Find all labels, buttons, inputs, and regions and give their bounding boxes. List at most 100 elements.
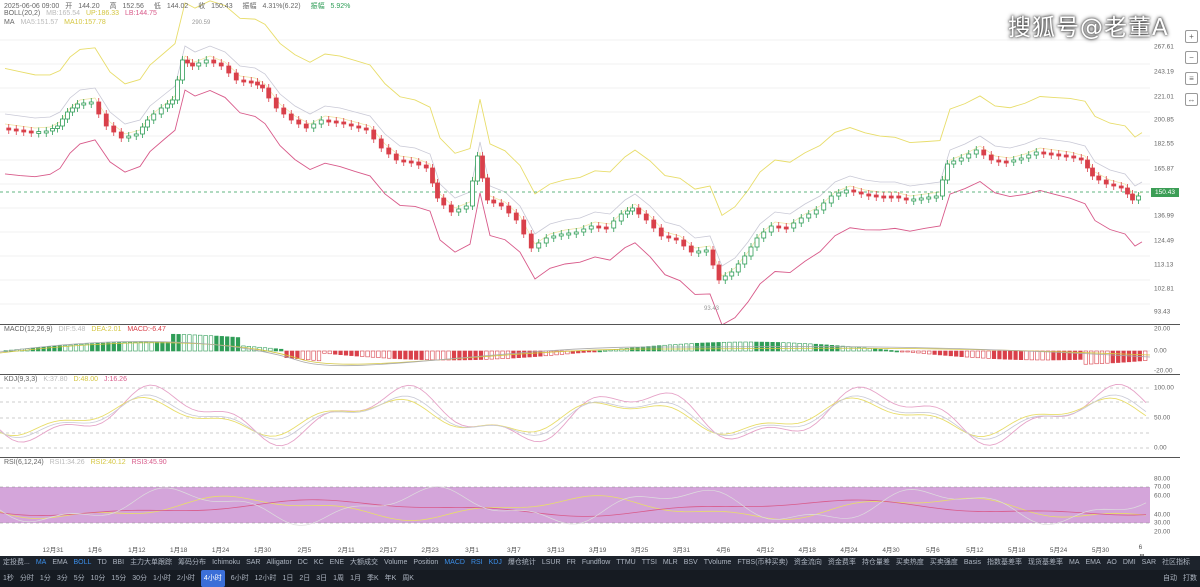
indicator-item[interactable]: BSV (683, 559, 698, 566)
indicator-item[interactable]: 定投费... (3, 559, 30, 566)
ma-legend[interactable]: MA MA5:151.57 MA10:157.78 (4, 19, 110, 26)
interval-item[interactable]: 1小时 (153, 575, 171, 582)
boll-legend[interactable]: BOLL(20,2) MB:165.54 UP:186.33 LB:144.75 (4, 10, 161, 17)
time-tick-label: 4月6 (716, 547, 731, 554)
interval-item[interactable]: 周K (402, 575, 414, 582)
macd-bar (392, 350, 397, 359)
indicator-item[interactable]: Position (413, 559, 439, 566)
indicator-item[interactable]: 指数基差率 (987, 559, 1023, 566)
indicator-item[interactable]: MLR (662, 559, 678, 566)
indicator-item[interactable]: 主力大单跟踪 (130, 559, 173, 566)
interval-item[interactable]: 年K (384, 575, 397, 582)
pane-divider[interactable] (0, 457, 1180, 458)
indicator-item[interactable]: LSUR (541, 559, 561, 566)
interval-item[interactable]: 3分 (56, 575, 68, 582)
macd-pane[interactable] (0, 325, 1150, 374)
candle-body (918, 197, 924, 201)
indicator-item[interactable]: 买卖强度 (929, 559, 958, 566)
settings-icon[interactable]: ≡ (1185, 72, 1198, 85)
indicator-item[interactable]: Ichimoku (212, 559, 241, 566)
indicator-item[interactable]: BOLL (73, 559, 92, 566)
macd-bar (813, 343, 818, 352)
indicator-item[interactable]: SAR (246, 559, 261, 566)
rsi-pane[interactable] (0, 458, 1150, 543)
indicator-item[interactable]: DC (297, 559, 308, 566)
interval-item[interactable]: 12小时 (254, 575, 277, 582)
indicator-item[interactable]: BBI (112, 559, 125, 566)
pane-divider[interactable] (0, 374, 1180, 375)
indicator-item[interactable]: RSI (470, 559, 483, 566)
kdj-pane[interactable] (0, 375, 1150, 457)
candle-body (528, 233, 534, 249)
macd-bar (959, 350, 964, 357)
indicator-item[interactable]: Volume (384, 559, 408, 566)
macd-bar (63, 345, 68, 352)
candle-body (430, 167, 435, 184)
indicator-item[interactable]: AO (1106, 559, 1117, 566)
indicator-item[interactable]: 大额成交 (350, 559, 379, 566)
macd-bar (41, 346, 46, 352)
interval-item[interactable]: 1周 (333, 575, 345, 582)
indicator-item[interactable]: Basis (963, 559, 982, 566)
macd-bar (408, 350, 413, 360)
indicator-item[interactable]: MA (35, 559, 47, 566)
minus-icon[interactable]: − (1185, 51, 1198, 64)
bottom-right-item[interactable]: 自动 (1163, 575, 1177, 582)
indicator-item[interactable]: ENE (329, 559, 345, 566)
indicator-item[interactable]: FR (566, 559, 576, 566)
plus-icon[interactable]: + (1185, 30, 1198, 43)
candle-body (896, 195, 902, 199)
indicator-item[interactable]: 筹码分布 (178, 559, 207, 566)
bottom-right-item[interactable]: 打数 (1183, 575, 1197, 582)
interval-item[interactable]: 30分 (132, 575, 148, 582)
interval-item[interactable]: 15分 (111, 575, 127, 582)
indicator-item[interactable]: 资金流向 (793, 559, 822, 566)
macd-bar (662, 344, 667, 352)
pane-divider[interactable] (0, 324, 1180, 325)
indicator-item[interactable]: 资金费率 (827, 559, 856, 566)
candle-body (401, 159, 407, 163)
indicator-item[interactable]: MACD (444, 559, 465, 566)
candle-body (1085, 159, 1090, 169)
interval-item[interactable]: 5分 (73, 575, 85, 582)
interval-item[interactable]: 1月 (350, 575, 361, 582)
indicator-item[interactable]: Alligator (266, 559, 292, 566)
indicator-item[interactable]: KDJ (488, 559, 502, 566)
expand-icon[interactable]: ↔ (1185, 93, 1198, 106)
indicator-item[interactable]: TVolume (703, 559, 732, 566)
indicator-item[interactable]: TD (97, 559, 107, 566)
indicator-item[interactable]: 爆仓统计 (507, 559, 536, 566)
interval-item[interactable]: 2日 (299, 575, 311, 582)
interval-item[interactable]: 10分 (90, 575, 106, 582)
indicator-item[interactable]: TTMU (616, 559, 636, 566)
indicator-item[interactable]: EMA (1085, 559, 1101, 566)
interval-item[interactable]: 3日 (316, 575, 328, 582)
indicator-item[interactable]: Fundflow (581, 559, 611, 566)
indicator-item[interactable]: TTSI (641, 559, 657, 566)
kdj-legend[interactable]: KDJ(9,3,3) K:37.80 D:48.00 J:16.26 (4, 376, 131, 383)
candle-body (742, 255, 748, 265)
macd-legend[interactable]: MACD(12,26,9) DIF:5.48 DEA:2.01 MACD:-6.… (4, 326, 170, 333)
indicator-item[interactable]: 买卖热度 (895, 559, 924, 566)
rsi-legend[interactable]: RSI(6,12,24) RSI1:34.26 RSI2:40.12 RSI3:… (4, 459, 171, 466)
macd-bar (586, 350, 592, 353)
indicator-item[interactable]: EMA (52, 559, 68, 566)
interval-item[interactable]: 分时 (19, 575, 34, 582)
interval-item[interactable]: 4小时 (200, 570, 225, 587)
interval-item[interactable]: 1分 (39, 575, 51, 582)
indicator-item[interactable]: 持仓量差 (861, 559, 890, 566)
indicator-item[interactable]: SAR (1141, 559, 1157, 566)
interval-item[interactable]: 季K (366, 575, 379, 582)
interval-item[interactable]: 1秒 (3, 575, 14, 582)
indicator-item[interactable]: 现货基差率 (1028, 559, 1064, 566)
indicator-item[interactable]: MA (1069, 559, 1080, 566)
interval-item[interactable]: 6小时 (230, 575, 249, 582)
indicator-item[interactable]: FTBS(币种买卖) (737, 559, 788, 566)
interval-item[interactable]: 1日 (282, 575, 294, 582)
candlestick-chart[interactable]: 290.59 93.43 (0, 0, 1150, 324)
interval-item[interactable]: 2小时 (176, 575, 195, 582)
indicator-item[interactable]: KC (313, 559, 324, 566)
indicator-item[interactable]: 社区指标 (1162, 559, 1191, 566)
price-chart-pane[interactable]: 290.59 93.43 (0, 0, 1150, 324)
indicator-item[interactable]: DMI (1122, 559, 1136, 566)
